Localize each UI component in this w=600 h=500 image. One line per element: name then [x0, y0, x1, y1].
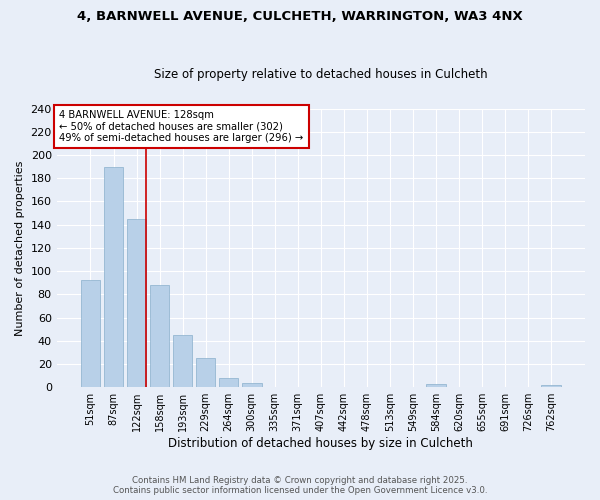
Title: Size of property relative to detached houses in Culcheth: Size of property relative to detached ho… [154, 68, 488, 81]
Bar [150, 285, 169, 387]
X-axis label: Distribution of detached houses by size in Culcheth: Distribution of detached houses by size … [169, 437, 473, 450]
Text: 4 BARNWELL AVENUE: 128sqm
← 50% of detached houses are smaller (302)
49% of semi: 4 BARNWELL AVENUE: 128sqm ← 50% of detac… [59, 110, 304, 143]
Bar [80, 280, 100, 387]
Bar [196, 358, 215, 387]
Text: Contains HM Land Registry data © Crown copyright and database right 2025.
Contai: Contains HM Land Registry data © Crown c… [113, 476, 487, 495]
Bar [219, 378, 238, 387]
Text: 4, BARNWELL AVENUE, CULCHETH, WARRINGTON, WA3 4NX: 4, BARNWELL AVENUE, CULCHETH, WARRINGTON… [77, 10, 523, 23]
Bar [426, 384, 446, 387]
Bar [242, 382, 262, 387]
Bar [541, 385, 561, 387]
Y-axis label: Number of detached properties: Number of detached properties [15, 160, 25, 336]
Bar [173, 335, 193, 387]
Bar [104, 166, 123, 387]
Bar [127, 219, 146, 387]
